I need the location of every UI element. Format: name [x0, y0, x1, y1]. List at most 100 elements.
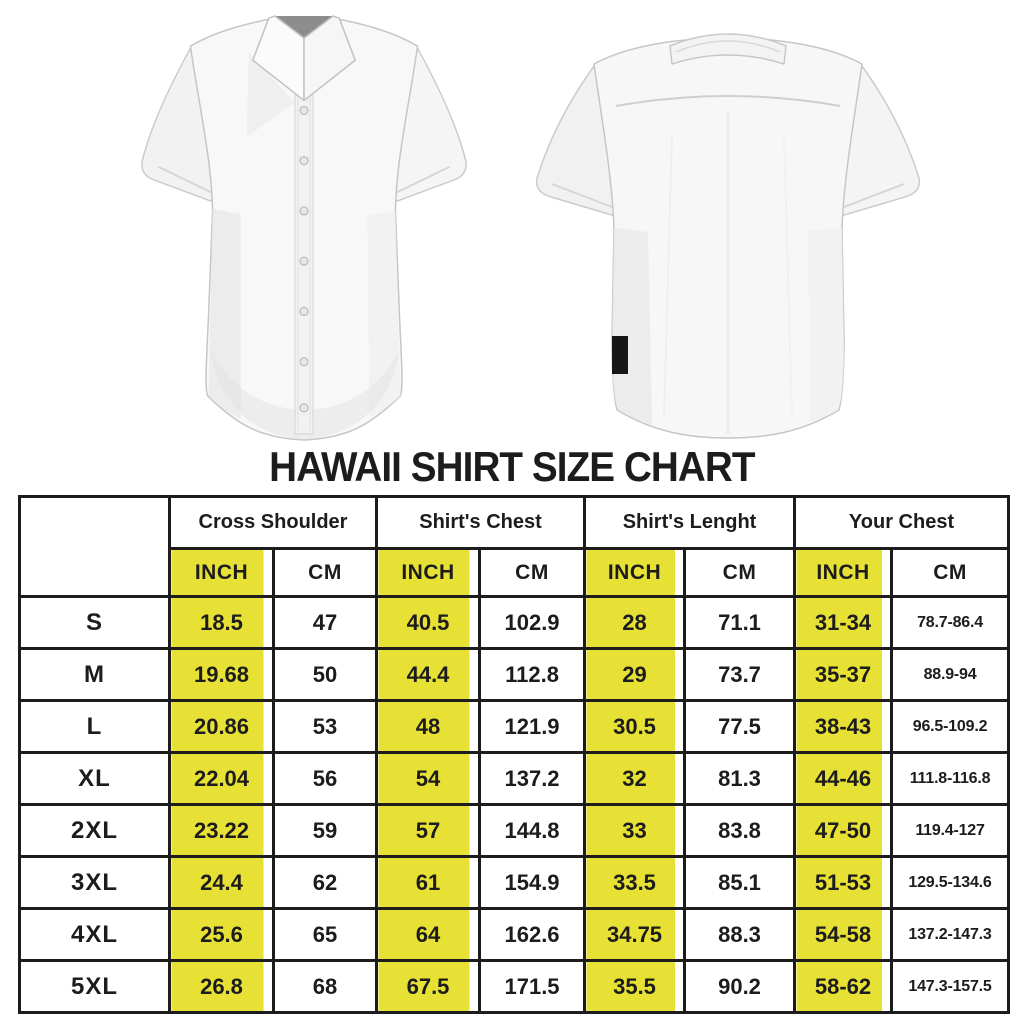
- value-cell: 33.5: [583, 855, 687, 910]
- value-cell: 48: [375, 699, 482, 754]
- table-row-s: S 18.5 47 40.5 102.9 28 71.1 31-34 78.7-…: [18, 595, 1011, 650]
- value-cell: 73.7: [683, 647, 797, 702]
- size-label: 2XL: [18, 803, 171, 858]
- value-cell: 20.86: [168, 699, 275, 754]
- column-group-your-chest: Your Chest: [793, 495, 1011, 550]
- table-row-5xl: 5XL 26.8 68 67.5 171.5 35.5 90.2 58-62 1…: [18, 959, 1011, 1014]
- size-label: 3XL: [18, 855, 171, 910]
- unit-header-cm: CM: [890, 547, 1011, 598]
- size-label: XL: [18, 751, 171, 806]
- value-cell: 28: [583, 595, 687, 650]
- value-cell: 22.04: [168, 751, 275, 806]
- value-cell: 50: [271, 647, 379, 702]
- value-cell: 171.5: [478, 959, 587, 1014]
- value-cell: 162.6: [478, 907, 587, 962]
- table-row-2xl: 2XL 23.22 59 57 144.8 33 83.8 47-50 119.…: [18, 803, 1011, 858]
- value-cell: 23.22: [168, 803, 275, 858]
- value-cell: 47-50: [793, 803, 894, 858]
- value-cell: 47: [271, 595, 379, 650]
- shirt-front-collar: [303, 15, 356, 102]
- size-label: S: [18, 595, 171, 650]
- table-row-4xl: 4XL 25.6 65 64 162.6 34.75 88.3 54-58 13…: [18, 907, 1011, 962]
- value-cell: 64: [375, 907, 482, 962]
- shirt-front-image: [141, 15, 467, 441]
- shirt-back-yoke-seam: [615, 95, 841, 107]
- page-title: HAWAII SHIRT SIZE CHART: [269, 443, 755, 490]
- value-cell: 38-43: [793, 699, 894, 754]
- value-cell: 24.4: [168, 855, 275, 910]
- size-label: M: [18, 647, 171, 702]
- size-label: 4XL: [18, 907, 171, 962]
- value-cell: 71.1: [683, 595, 797, 650]
- value-cell: 77.5: [683, 699, 797, 754]
- unit-header-inch: INCH: [168, 547, 275, 598]
- value-cell: 67.5: [375, 959, 482, 1014]
- value-cell: 112.8: [478, 647, 587, 702]
- unit-header-cm: CM: [683, 547, 797, 598]
- value-cell: 85.1: [683, 855, 797, 910]
- unit-header-row: INCH CM INCH CM INCH CM INCH CM: [20, 547, 1011, 598]
- size-label: L: [18, 699, 171, 754]
- value-cell: 144.8: [478, 803, 587, 858]
- value-cell: 34.75: [583, 907, 687, 962]
- value-cell: 53: [271, 699, 379, 754]
- column-group-shirts-chest: Shirt's Chest: [375, 495, 587, 550]
- table-row-3xl: 3XL 24.4 62 61 154.9 33.5 85.1 51-53 129…: [18, 855, 1011, 910]
- value-cell: 88.3: [683, 907, 797, 962]
- value-cell: 59: [271, 803, 379, 858]
- value-cell: 51-53: [793, 855, 894, 910]
- value-cell: 137.2-147.3: [890, 907, 1011, 962]
- value-cell: 25.6: [168, 907, 275, 962]
- value-cell: 111.8-116.8: [890, 751, 1011, 806]
- value-cell: 121.9: [478, 699, 587, 754]
- value-cell: 119.4-127: [890, 803, 1011, 858]
- table-row-l: L 20.86 53 48 121.9 30.5 77.5 38-43 96.5…: [18, 699, 1011, 754]
- value-cell: 58-62: [793, 959, 894, 1014]
- value-cell: 19.68: [168, 647, 275, 702]
- unit-header-cm: CM: [271, 547, 379, 598]
- unit-header-inch: INCH: [793, 547, 894, 598]
- value-cell: 81.3: [683, 751, 797, 806]
- value-cell: 96.5-109.2: [890, 699, 1011, 754]
- value-cell: 129.5-134.6: [890, 855, 1011, 910]
- value-cell: 56: [271, 751, 379, 806]
- column-group-header-row: Cross Shoulder Shirt's Chest Shirt's Len…: [18, 495, 1011, 598]
- unit-header-inch: INCH: [583, 547, 687, 598]
- value-cell: 88.9-94: [890, 647, 1011, 702]
- value-cell: 18.5: [168, 595, 275, 650]
- value-cell: 83.8: [683, 803, 797, 858]
- table-row-xl: XL 22.04 56 54 137.2 32 81.3 44-46 111.8…: [18, 751, 1011, 806]
- value-cell: 31-34: [793, 595, 894, 650]
- value-cell: 62: [271, 855, 379, 910]
- value-cell: 65: [271, 907, 379, 962]
- value-cell: 54-58: [793, 907, 894, 962]
- value-cell: 35.5: [583, 959, 687, 1014]
- value-cell: 33: [583, 803, 687, 858]
- column-group-cross-shoulder: Cross Shoulder: [167, 495, 379, 550]
- unit-header-cm: CM: [478, 547, 587, 598]
- value-cell: 26.8: [168, 959, 275, 1014]
- size-label: 5XL: [18, 959, 171, 1014]
- value-cell: 54: [375, 751, 482, 806]
- value-cell: 147.3-157.5: [890, 959, 1011, 1014]
- corner-cell: [18, 495, 171, 598]
- value-cell: 90.2: [683, 959, 797, 1014]
- value-cell: 68: [271, 959, 379, 1014]
- column-group-shirts-lenght: Shirt's Lenght: [583, 495, 797, 550]
- value-cell: 40.5: [375, 595, 482, 650]
- value-cell: 137.2: [478, 751, 587, 806]
- table-row-m: M 19.68 50 44.4 112.8 29 73.7 35-37 88.9…: [18, 647, 1011, 702]
- shirt-tag: [612, 336, 628, 374]
- size-chart-table: Cross Shoulder Shirt's Chest Shirt's Len…: [18, 495, 1011, 1014]
- value-cell: 61: [375, 855, 482, 910]
- value-cell: 102.9: [478, 595, 587, 650]
- value-cell: 30.5: [583, 699, 687, 754]
- value-cell: 57: [375, 803, 482, 858]
- value-cell: 154.9: [478, 855, 587, 910]
- value-cell: 78.7-86.4: [890, 595, 1011, 650]
- value-cell: 32: [583, 751, 687, 806]
- value-cell: 29: [583, 647, 687, 702]
- shirt-back-image: [535, 33, 921, 439]
- value-cell: 35-37: [793, 647, 894, 702]
